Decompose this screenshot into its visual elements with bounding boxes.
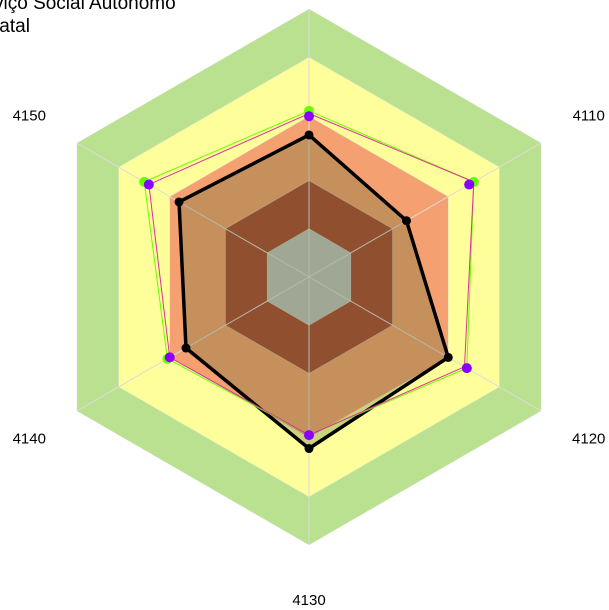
series-4-point	[143, 179, 154, 190]
series-1-point	[443, 352, 453, 362]
chart-title-line-1: viço Social Autônomo	[0, 0, 176, 14]
axis-label-4110: 4110	[573, 108, 605, 125]
series-4-point	[304, 430, 314, 441]
series-4-point	[304, 111, 314, 122]
chart-title: viço Social Autônomo tatal	[0, 0, 176, 38]
series-1-point	[174, 197, 184, 207]
series-layer	[139, 105, 479, 454]
grid-ring	[76, 8, 542, 546]
axis-label-4140: 4140	[13, 431, 46, 448]
chart-title-line-2: tatal	[0, 16, 30, 37]
series-1-point	[401, 216, 411, 226]
series-1-point	[181, 343, 191, 353]
axis-label-4130: 4130	[292, 592, 325, 609]
axis-label-4120: 4120	[572, 431, 605, 448]
axis-label-layer: 411041204130414041504160	[13, 108, 606, 610]
grid-spoke	[308, 142, 542, 278]
series-4-point	[461, 363, 472, 374]
series-1-point	[304, 444, 314, 454]
series-1-point	[304, 130, 314, 140]
grid-ring	[266, 228, 352, 326]
grid-ring	[118, 56, 500, 498]
grid-ring	[225, 180, 393, 374]
series-4-point	[164, 352, 175, 363]
grid-spoke	[76, 276, 310, 412]
grid-spoke	[308, 276, 542, 412]
axis-label-4150: 4150	[13, 108, 46, 125]
grid-spoke	[76, 142, 310, 278]
series-4-point	[464, 179, 475, 190]
